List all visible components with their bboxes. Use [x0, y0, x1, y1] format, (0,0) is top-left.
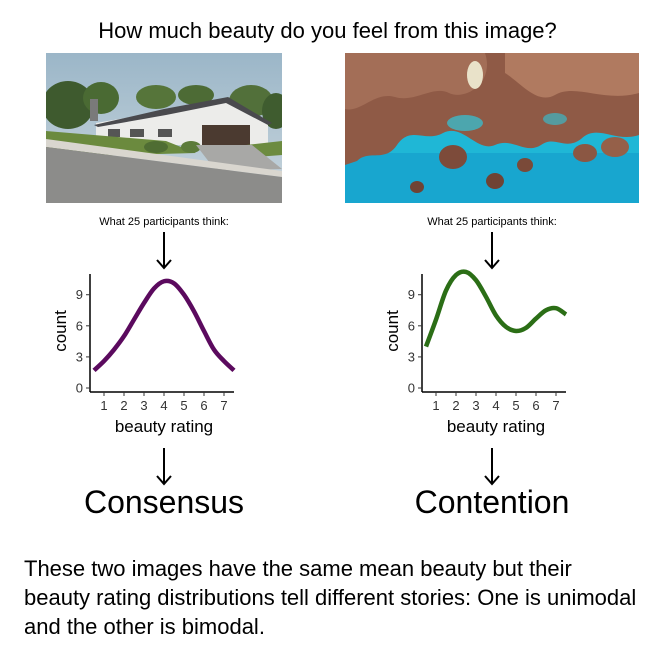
y-tick-label: 9 — [408, 287, 415, 302]
y-tick-label: 6 — [76, 318, 83, 333]
density-curve — [423, 269, 568, 348]
x-axis-title: beauty rating — [115, 417, 213, 436]
x-tick-label: 1 — [100, 398, 107, 413]
x-tick-label: 3 — [472, 398, 479, 413]
coral-reef-photo — [345, 53, 639, 203]
house-photo — [46, 53, 282, 203]
y-tick-label: 0 — [408, 381, 415, 396]
participants-label-right: What 25 participants think: — [427, 216, 557, 228]
caption-text: These two images have the same mean beau… — [24, 556, 637, 639]
x-tick-label: 5 — [180, 398, 187, 413]
x-tick-label: 7 — [552, 398, 559, 413]
x-tick-label: 2 — [452, 398, 459, 413]
down-arrow-icon — [156, 232, 172, 270]
x-tick-label: 1 — [432, 398, 439, 413]
x-tick-label: 4 — [492, 398, 499, 413]
x-tick-label: 3 — [140, 398, 147, 413]
down-arrow-icon — [484, 232, 500, 270]
y-tick-label: 3 — [408, 349, 415, 364]
beauty-distribution-chart-left: 0 3 6 9 1 2 3 4 5 6 7 beauty rating count — [46, 268, 246, 443]
x-tick-label: 5 — [512, 398, 519, 413]
y-axis-title: count — [51, 310, 70, 352]
y-tick-label: 9 — [76, 287, 83, 302]
y-axis-title: count — [383, 310, 402, 352]
verdict-contention: Contention — [414, 484, 570, 520]
x-tick-label: 2 — [120, 398, 127, 413]
y-tick-label: 0 — [76, 381, 83, 396]
density-curve — [92, 278, 236, 373]
verdict-consensus: Consensus — [83, 484, 245, 520]
down-arrow-icon — [484, 448, 500, 486]
x-axis-title: beauty rating — [447, 417, 545, 436]
down-arrow-icon — [156, 448, 172, 486]
x-tick-label: 6 — [200, 398, 207, 413]
beauty-distribution-chart-right: 0 3 6 9 1 2 3 4 5 6 7 beauty rating count — [378, 268, 578, 443]
participants-label-left: What 25 participants think: — [99, 216, 229, 228]
page-title: How much beauty do you feel from this im… — [98, 18, 557, 43]
y-tick-label: 3 — [76, 349, 83, 364]
x-tick-label: 7 — [220, 398, 227, 413]
y-tick-label: 6 — [408, 318, 415, 333]
x-tick-label: 6 — [532, 398, 539, 413]
x-tick-label: 4 — [160, 398, 167, 413]
